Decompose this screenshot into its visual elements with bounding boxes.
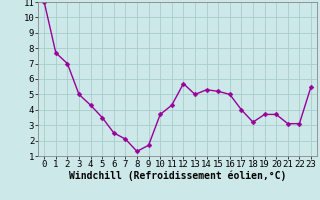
X-axis label: Windchill (Refroidissement éolien,°C): Windchill (Refroidissement éolien,°C) bbox=[69, 171, 286, 181]
